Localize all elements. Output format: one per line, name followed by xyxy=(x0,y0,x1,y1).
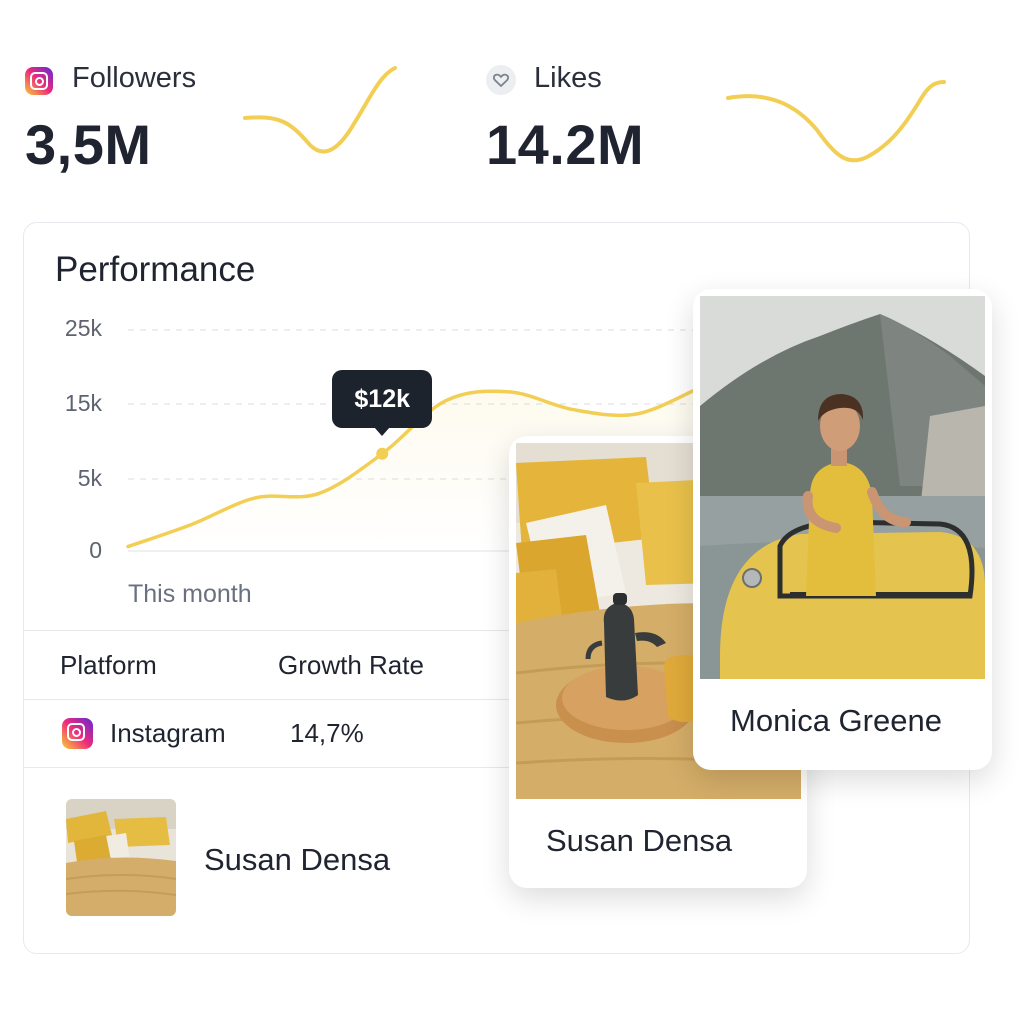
value-tooltip: $12k xyxy=(332,369,433,436)
followers-stat: Followers 3,5M xyxy=(25,62,425,182)
y-tick-15k: 15k xyxy=(64,390,102,416)
platform-cell: Instagram xyxy=(110,718,226,748)
y-tick-5k: 5k xyxy=(77,465,102,491)
y-tick-0: 0 xyxy=(89,537,102,563)
header-platform: Platform xyxy=(60,650,157,680)
photo-card-name: Monica Greene xyxy=(730,703,942,738)
photo-card-monica[interactable]: Monica Greene xyxy=(693,289,992,770)
followers-sparkline xyxy=(243,66,397,154)
likes-sparkline xyxy=(726,80,946,163)
y-tick-25k: 25k xyxy=(64,315,102,341)
list-item[interactable]: Susan Densa xyxy=(60,796,490,920)
likes-label: Likes xyxy=(534,62,602,94)
growth-cell: 14,7% xyxy=(290,718,364,748)
table-divider-mid xyxy=(24,699,968,700)
instagram-icon xyxy=(62,718,93,749)
likes-stat: Likes 14.2M xyxy=(486,62,886,182)
woman-car-photo xyxy=(700,296,985,679)
photo-card-name: Susan Densa xyxy=(546,823,733,858)
header-growth-rate: Growth Rate xyxy=(278,650,424,680)
list-item-name: Susan Densa xyxy=(204,842,391,877)
likes-value: 14.2M xyxy=(486,113,645,176)
heart-icon xyxy=(486,65,516,95)
bedroom-thumbnail xyxy=(66,799,176,916)
table-divider-bottom xyxy=(24,767,968,768)
table-row[interactable]: Instagram 14,7% xyxy=(24,700,504,766)
performance-title: Performance xyxy=(55,250,256,289)
table-divider-top xyxy=(24,630,968,631)
followers-label: Followers xyxy=(72,62,197,94)
period-label: This month xyxy=(128,580,252,608)
instagram-icon xyxy=(25,67,53,95)
highlight-point[interactable] xyxy=(376,447,389,460)
followers-value: 3,5M xyxy=(25,113,152,176)
